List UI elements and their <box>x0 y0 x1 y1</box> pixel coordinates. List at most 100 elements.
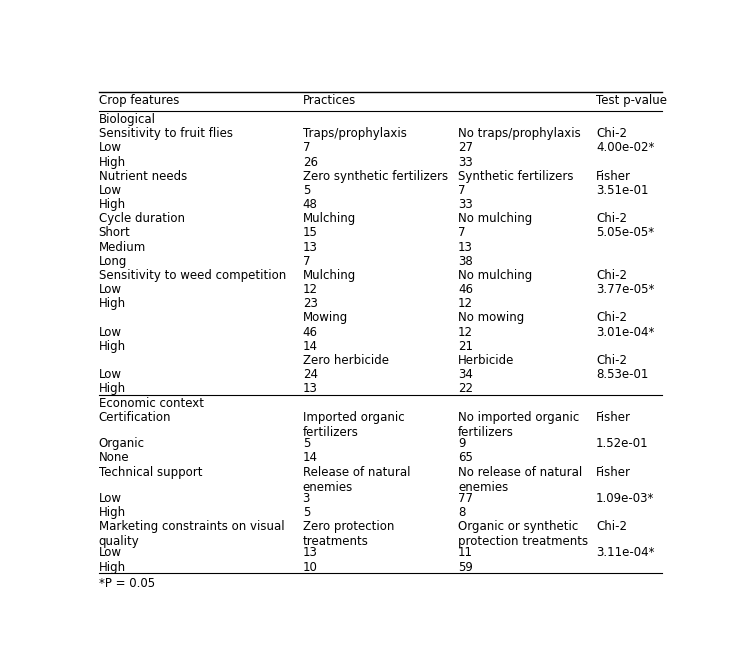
Text: 1.09e-03*: 1.09e-03* <box>596 492 654 505</box>
Text: 33: 33 <box>458 155 473 169</box>
Text: No imported organic
fertilizers: No imported organic fertilizers <box>458 411 580 439</box>
Text: 59: 59 <box>458 561 473 574</box>
Text: Organic or synthetic
protection treatments: Organic or synthetic protection treatmen… <box>458 520 588 549</box>
Text: 5: 5 <box>303 184 310 197</box>
Text: Chi-2: Chi-2 <box>596 311 627 325</box>
Text: 7: 7 <box>303 141 310 154</box>
Text: None: None <box>99 451 129 464</box>
Text: 11: 11 <box>458 547 473 559</box>
Text: Low: Low <box>99 184 122 197</box>
Text: Nutrient needs: Nutrient needs <box>99 170 187 182</box>
Text: Low: Low <box>99 283 122 296</box>
Text: 9: 9 <box>458 437 465 450</box>
Text: Mowing: Mowing <box>303 311 348 325</box>
Text: 7: 7 <box>303 254 310 268</box>
Text: 12: 12 <box>303 283 318 296</box>
Text: 22: 22 <box>458 382 473 395</box>
Text: Low: Low <box>99 141 122 154</box>
Text: Fisher: Fisher <box>596 170 631 182</box>
Text: *P = 0.05: *P = 0.05 <box>99 577 154 590</box>
Text: 33: 33 <box>458 198 473 211</box>
Text: Crop features: Crop features <box>99 95 179 107</box>
Text: 48: 48 <box>303 198 318 211</box>
Text: 21: 21 <box>458 340 473 353</box>
Text: Test p-value: Test p-value <box>596 95 667 107</box>
Text: 14: 14 <box>303 451 318 464</box>
Text: 3: 3 <box>303 492 310 505</box>
Text: Release of natural
enemies: Release of natural enemies <box>303 466 410 494</box>
Text: Low: Low <box>99 492 122 505</box>
Text: Low: Low <box>99 547 122 559</box>
Text: 46: 46 <box>303 326 318 338</box>
Text: Fisher: Fisher <box>596 466 631 479</box>
Text: Low: Low <box>99 368 122 381</box>
Text: No mulching: No mulching <box>458 269 532 282</box>
Text: Biological: Biological <box>99 113 156 126</box>
Text: 24: 24 <box>303 368 318 381</box>
Text: No release of natural
enemies: No release of natural enemies <box>458 466 582 494</box>
Text: 12: 12 <box>458 297 473 310</box>
Text: Zero herbicide: Zero herbicide <box>303 354 389 367</box>
Text: No mulching: No mulching <box>458 212 532 225</box>
Text: Sensitivity to weed competition: Sensitivity to weed competition <box>99 269 286 282</box>
Text: 13: 13 <box>303 547 318 559</box>
Text: High: High <box>99 198 125 211</box>
Text: 7: 7 <box>458 184 465 197</box>
Text: 8: 8 <box>458 506 465 519</box>
Text: Short: Short <box>99 227 131 239</box>
Text: High: High <box>99 506 125 519</box>
Text: Chi-2: Chi-2 <box>596 520 627 533</box>
Text: 13: 13 <box>303 241 318 254</box>
Text: 5.05e-05*: 5.05e-05* <box>596 227 654 239</box>
Text: Chi-2: Chi-2 <box>596 354 627 367</box>
Text: High: High <box>99 155 125 169</box>
Text: No traps/prophylaxis: No traps/prophylaxis <box>458 127 581 140</box>
Text: High: High <box>99 297 125 310</box>
Text: Medium: Medium <box>99 241 145 254</box>
Text: Zero synthetic fertilizers: Zero synthetic fertilizers <box>303 170 447 182</box>
Text: 5: 5 <box>303 506 310 519</box>
Text: 65: 65 <box>458 451 473 464</box>
Text: Certification: Certification <box>99 411 171 424</box>
Text: Marketing constraints on visual
quality: Marketing constraints on visual quality <box>99 520 284 549</box>
Text: High: High <box>99 382 125 395</box>
Text: 23: 23 <box>303 297 318 310</box>
Text: Fisher: Fisher <box>596 411 631 424</box>
Text: Mulching: Mulching <box>303 212 356 225</box>
Text: Technical support: Technical support <box>99 466 202 479</box>
Text: Organic: Organic <box>99 437 145 450</box>
Text: Herbicide: Herbicide <box>458 354 514 367</box>
Text: Chi-2: Chi-2 <box>596 212 627 225</box>
Text: 34: 34 <box>458 368 473 381</box>
Text: 26: 26 <box>303 155 318 169</box>
Text: 5: 5 <box>303 437 310 450</box>
Text: 46: 46 <box>458 283 473 296</box>
Text: 4.00e-02*: 4.00e-02* <box>596 141 654 154</box>
Text: 3.11e-04*: 3.11e-04* <box>596 547 654 559</box>
Text: Imported organic
fertilizers: Imported organic fertilizers <box>303 411 404 439</box>
Text: Zero protection
treatments: Zero protection treatments <box>303 520 394 549</box>
Text: 14: 14 <box>303 340 318 353</box>
Text: Economic context: Economic context <box>99 397 203 410</box>
Text: High: High <box>99 340 125 353</box>
Text: 27: 27 <box>458 141 473 154</box>
Text: No mowing: No mowing <box>458 311 524 325</box>
Text: Chi-2: Chi-2 <box>596 269 627 282</box>
Text: Practices: Practices <box>303 95 356 107</box>
Text: Long: Long <box>99 254 127 268</box>
Text: Low: Low <box>99 326 122 338</box>
Text: 10: 10 <box>303 561 318 574</box>
Text: Synthetic fertilizers: Synthetic fertilizers <box>458 170 574 182</box>
Text: 3.51e-01: 3.51e-01 <box>596 184 649 197</box>
Text: Chi-2: Chi-2 <box>596 127 627 140</box>
Text: 3.01e-04*: 3.01e-04* <box>596 326 654 338</box>
Text: High: High <box>99 561 125 574</box>
Text: 7: 7 <box>458 227 465 239</box>
Text: 3.77e-05*: 3.77e-05* <box>596 283 654 296</box>
Text: 12: 12 <box>458 326 473 338</box>
Text: 38: 38 <box>458 254 473 268</box>
Text: Sensitivity to fruit flies: Sensitivity to fruit flies <box>99 127 232 140</box>
Text: 13: 13 <box>303 382 318 395</box>
Text: 77: 77 <box>458 492 473 505</box>
Text: 15: 15 <box>303 227 318 239</box>
